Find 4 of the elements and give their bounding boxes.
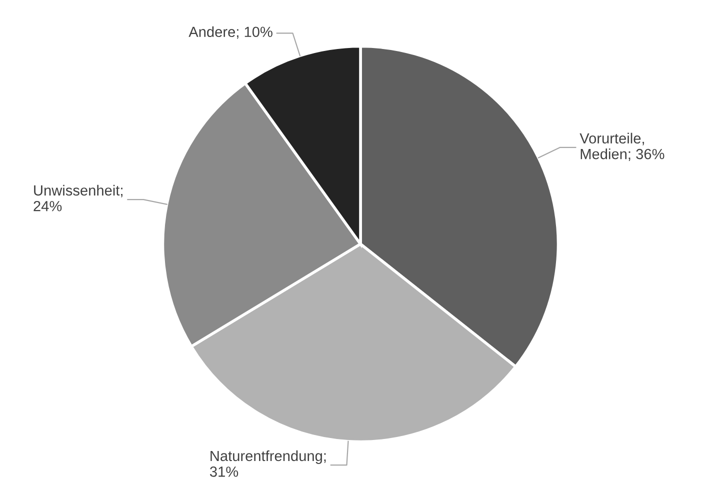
slice-label: Unwissenheit; 24% [34,184,122,212]
slice-label: Andere; 10% [188,26,272,39]
slice-label: Vorurteile, Medien; 36% [580,132,664,161]
slice-label: Naturentfrendung; 31% [210,450,326,477]
